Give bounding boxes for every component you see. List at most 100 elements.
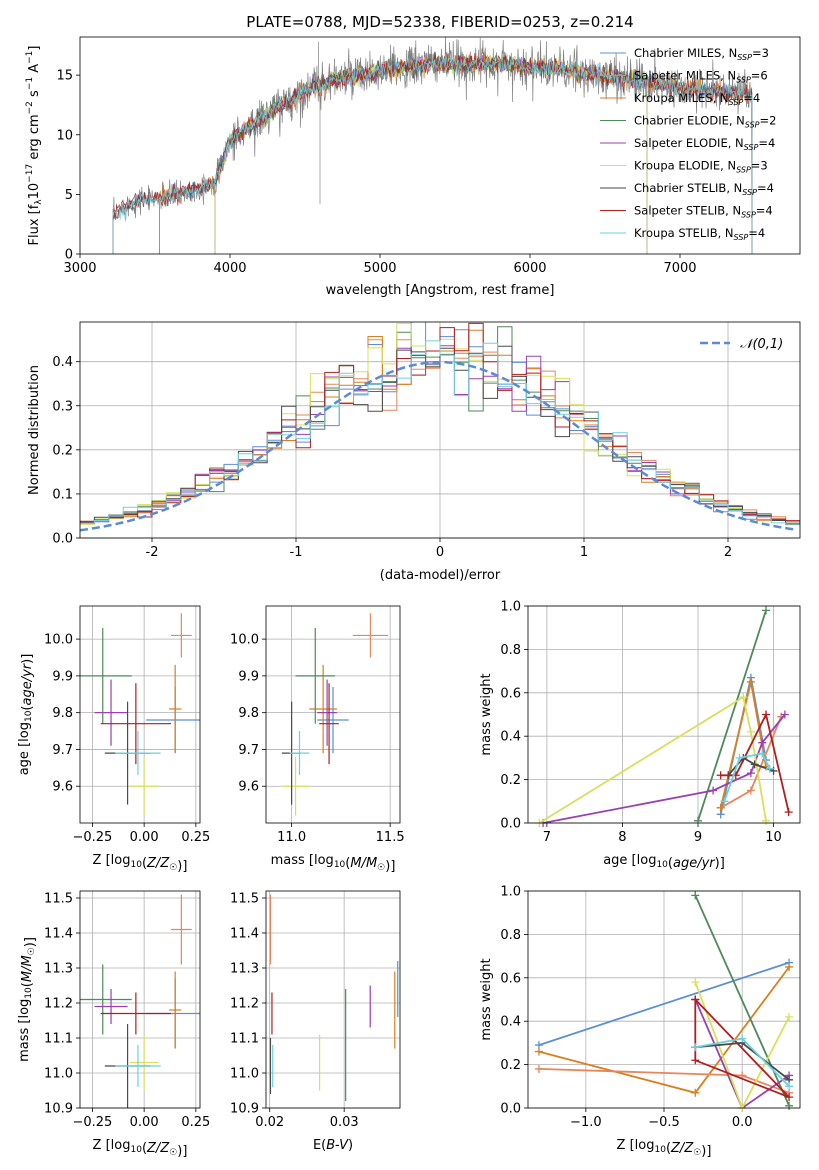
y-tick-label: 11.2: [230, 997, 259, 1012]
mass-weight-line: [720, 711, 790, 813]
x-tick-label: 3000: [63, 261, 96, 276]
axes-spectrum: 3000 4000 5000 6000 7000 0 5 10 15: [56, 69, 696, 276]
mass-weight-marker: [746, 769, 755, 778]
x-tick-label: 0.03: [330, 1115, 359, 1130]
mass-weight-marker: [691, 1088, 700, 1097]
histogram-series: [80, 340, 800, 527]
spectrum-title: PLATE=0788, MJD=52338, FIBERID=0253, z=0…: [246, 13, 633, 31]
y-tick-label: 10.0: [44, 633, 73, 648]
y-tick-label: 9.8: [238, 706, 259, 721]
mass-weight-marker: [765, 764, 774, 773]
x-tick-label: 0.25: [181, 830, 210, 845]
mass-weight-marker: [785, 1101, 794, 1110]
mass-weight-line: [542, 713, 786, 824]
y-tick-label: 9.8: [52, 706, 73, 721]
mass-weight-marker: [746, 727, 755, 736]
mass-weight-marker: [762, 816, 770, 825]
frame-massweight_vs_age: [527, 605, 801, 824]
lines-massweight_vs_age: [535, 606, 793, 827]
y-tick-label: 0.8: [500, 928, 521, 943]
xlabel-massweight_vs_Z: Z [log10(Z/Z☉)]: [617, 1138, 712, 1159]
mass-weight-marker: [694, 816, 702, 825]
spectrum-lines: [112, 37, 753, 254]
errorbars-age_vs_Z: [80, 613, 200, 816]
mass-weight-marker: [738, 1034, 747, 1043]
ylabel-mass_vs_Z: mass [log10(M/M☉)]: [17, 937, 38, 1062]
y-tick-label: 9.9: [52, 669, 73, 684]
y-tick-label: 9.6: [238, 780, 259, 795]
y-tick-label: 11.3: [44, 962, 73, 977]
mass-weight-marker: [691, 995, 700, 1004]
mass-weight-marker: [762, 606, 770, 615]
y-tick-label: 11.0: [230, 1067, 259, 1082]
x-tick-label: -1: [290, 545, 303, 560]
legend-label: Salpeter ELODIE, NSSP=4: [634, 136, 775, 152]
mass-weight-marker: [750, 760, 759, 769]
mass-weight-marker: [691, 1056, 700, 1065]
mass-weight-marker: [691, 978, 700, 987]
histogram-ylabel: Normed distribution: [27, 365, 42, 495]
y-tick-label: 0.8: [500, 643, 521, 658]
frame-age_vs_Z: [79, 605, 201, 824]
frame-massweight_vs_Z: [527, 890, 801, 1109]
legend-label: Kroupa ELODIE, NSSP=3: [634, 159, 768, 175]
axes-massweight_vs_Z: −1.0 −0.5 0.0 0.0 0.2 0.4 0.6 0.8 1.0: [500, 885, 800, 1130]
x-tick-label: 2: [724, 545, 732, 560]
x-tick-label: 1: [580, 545, 588, 560]
y-tick-label: 11.0: [44, 1067, 73, 1082]
y-tick-label: 1.0: [500, 600, 521, 615]
y-tick-label: 0.0: [500, 817, 521, 832]
x-tick-label: -2: [146, 545, 159, 560]
x-tick-label: −0.25: [72, 830, 112, 845]
errorbars-mass_vs_ebv: [269, 894, 399, 1101]
spectrum-model-line: [214, 54, 648, 254]
y-tick-label: 9.6: [52, 780, 73, 795]
legend-label: Kroupa MILES, NSSP=4: [634, 91, 760, 107]
axes-massweight_vs_age: 7 8 9 10 0.0 0.2 0.4 0.6 0.8 1.0: [500, 600, 800, 845]
ylabel-massweight_vs_age: mass weight: [479, 673, 494, 755]
y-tick-label: 0.6: [500, 971, 521, 986]
legend-label: Chabrier STELIB, NSSP=4: [634, 181, 774, 197]
mass-weight-marker: [691, 1043, 700, 1052]
mass-weight-marker: [785, 1082, 794, 1091]
mass-weight-marker: [785, 1093, 794, 1102]
mass-weight-marker: [739, 693, 748, 702]
errorbars-mass_vs_Z: [80, 894, 200, 1108]
y-tick-label: 11.1: [230, 1032, 259, 1047]
spectrum-model-line: [112, 54, 753, 254]
mass-weight-marker: [762, 710, 770, 719]
mass-weight-marker: [720, 797, 729, 806]
mass-weight-line: [694, 998, 790, 1099]
y-tick-label: 0.0: [500, 1102, 521, 1117]
y-tick-label: 0.4: [500, 1015, 521, 1030]
y-tick-label: 10.9: [230, 1102, 259, 1117]
x-tick-label: 0.00: [130, 1115, 159, 1130]
spectrum-model-line: [159, 52, 753, 254]
frame-mass_vs_Z: [79, 890, 201, 1109]
y-tick-label: 0.4: [500, 730, 521, 745]
y-tick-label: 11.5: [44, 892, 73, 907]
mass-weight-marker: [780, 710, 789, 719]
x-tick-label: 8: [618, 830, 626, 845]
y-tick-label: 11.5: [230, 892, 259, 907]
x-tick-label: 11.0: [277, 830, 306, 845]
histogram-steps: [80, 322, 800, 532]
y-tick-label: 15: [56, 69, 73, 84]
y-tick-label: 9.7: [238, 743, 259, 758]
y-tick-label: 10.9: [44, 1102, 73, 1117]
spectrum-model-line: [214, 54, 648, 254]
y-tick-label: 1.0: [500, 885, 521, 900]
mass-weight-marker: [735, 753, 744, 762]
mass-weight-marker: [746, 677, 755, 686]
xlabel-age_vs_Z: Z [log10(Z/Z☉)]: [93, 853, 188, 874]
y-tick-label: 10: [56, 128, 73, 143]
x-tick-label: 0: [436, 545, 444, 560]
x-tick-label: 0.25: [181, 1115, 210, 1130]
xlabel-mass_vs_ebv: E(B-V): [313, 1138, 353, 1153]
x-tick-label: 10: [765, 830, 782, 845]
spectrum-ylabel: Flux [fλ10−17 erg cm−2 s−1 A−1]: [25, 46, 44, 246]
x-tick-label: −0.25: [72, 1115, 112, 1130]
mass-weight-marker: [534, 1047, 543, 1056]
mass-weight-line: [723, 752, 771, 802]
x-tick-label: 9: [694, 830, 702, 845]
